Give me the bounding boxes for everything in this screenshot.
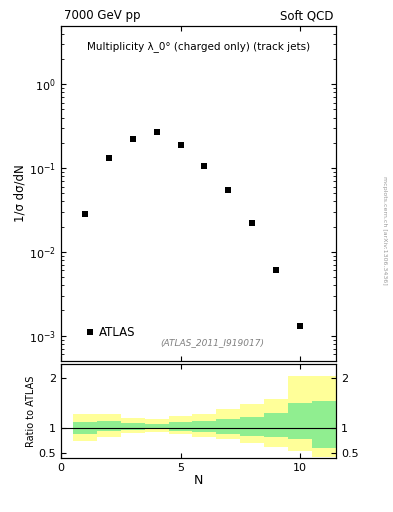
X-axis label: N: N — [194, 475, 203, 487]
Bar — [241, 404, 264, 443]
Text: mcplots.cern.ch [arXiv:1306.3436]: mcplots.cern.ch [arXiv:1306.3436] — [382, 176, 387, 285]
Y-axis label: 1/σ dσ/dN: 1/σ dσ/dN — [13, 164, 26, 222]
Bar — [312, 376, 336, 457]
Y-axis label: Ratio to ATLAS: Ratio to ATLAS — [26, 375, 36, 446]
Bar — [193, 421, 217, 432]
Bar — [73, 414, 97, 441]
Text: Multiplicity λ_0° (charged only) (track jets): Multiplicity λ_0° (charged only) (track … — [87, 40, 310, 52]
Bar — [169, 416, 193, 434]
Bar — [288, 403, 312, 439]
Bar — [121, 418, 145, 433]
Text: Soft QCD: Soft QCD — [280, 9, 333, 22]
Bar — [264, 413, 288, 437]
Text: 7000 GeV pp: 7000 GeV pp — [64, 9, 140, 22]
Bar — [288, 376, 312, 451]
Bar — [264, 399, 288, 447]
Bar — [217, 410, 241, 439]
Bar — [241, 417, 264, 436]
Bar — [73, 422, 97, 434]
Bar — [97, 414, 121, 437]
Bar — [193, 414, 217, 437]
Bar — [121, 423, 145, 430]
Bar — [217, 419, 241, 434]
Bar — [145, 419, 169, 432]
Bar — [97, 421, 121, 431]
Bar — [312, 401, 336, 449]
Text: (ATLAS_2011_I919017): (ATLAS_2011_I919017) — [160, 338, 264, 348]
Text: ATLAS: ATLAS — [99, 326, 136, 339]
Bar — [145, 424, 169, 430]
Bar — [169, 422, 193, 431]
